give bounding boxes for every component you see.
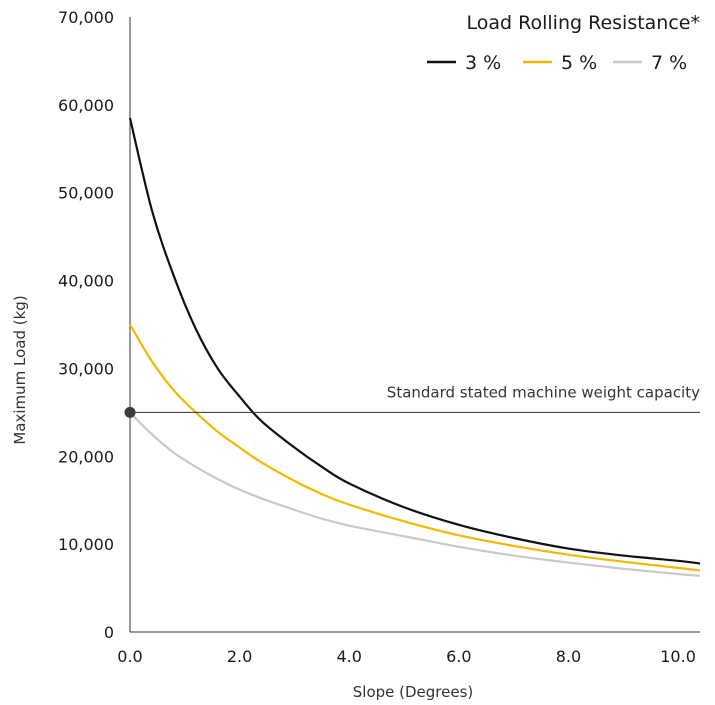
x-tick-label: 0.0 [117,647,142,666]
y-tick-label: 60,000 [58,96,114,115]
x-tick-label: 6.0 [446,647,471,666]
legend-label-3pct: 3 % [465,52,501,74]
series-line-3pct [128,117,701,565]
x-tick-label: 4.0 [337,647,362,666]
x-axis-label: Slope (Degrees) [353,683,474,701]
y-axis-label: Maximum Load (kg) [11,295,29,444]
y-tick-label: 50,000 [58,184,114,203]
y-tick-label: 20,000 [58,447,114,466]
series-layer [128,117,701,577]
y-tick-label: 40,000 [58,272,114,291]
legend-label-7pct: 7 % [651,52,687,74]
x-tick-label: 8.0 [556,647,581,666]
y-tick-label: 30,000 [58,359,114,378]
legend: Load Rolling Resistance* 3 % 5 % 7 % [427,12,700,74]
legend-title: Load Rolling Resistance* [467,12,700,34]
axes: 0 10,000 20,000 30,000 40,000 50,000 60,000 70,… [58,8,700,666]
reference-line-group: Standard stated machine weight capacity [124,383,700,418]
y-tick-label: 10,000 [58,535,114,554]
series-line-7pct [129,411,701,577]
series-line-5pct [129,323,701,572]
y-tick-label: 0 [104,623,114,642]
y-tick-label: 70,000 [58,8,114,27]
reference-marker-dot [124,406,136,418]
reference-line-label: Standard stated machine weight capacity [387,383,700,401]
legend-label-5pct: 5 % [561,52,597,74]
x-tick-label: 2.0 [227,647,252,666]
x-tick-label: 10.0 [660,647,696,666]
